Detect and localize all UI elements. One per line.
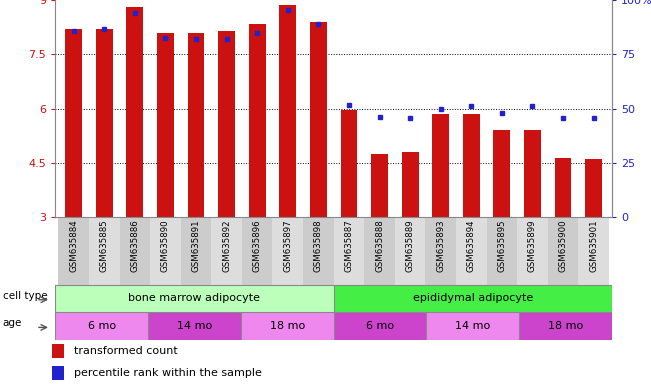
Bar [241,312,333,340]
Bar [519,312,612,340]
Bar [333,217,364,285]
Bar [181,217,212,285]
Text: percentile rank within the sample: percentile rank within the sample [74,368,262,378]
Text: 18 mo: 18 mo [270,321,305,331]
Bar [242,217,273,285]
Bar [157,33,174,217]
Bar [55,285,333,312]
Bar [578,217,609,285]
Bar [333,285,612,312]
Bar [517,217,547,285]
Text: GSM635890: GSM635890 [161,219,170,272]
Bar [585,159,602,217]
Bar [395,217,425,285]
Text: GSM635898: GSM635898 [314,219,323,272]
Text: epididymal adipocyte: epididymal adipocyte [413,293,533,303]
Text: cell type: cell type [3,291,48,301]
Bar [555,157,572,217]
Text: GSM635901: GSM635901 [589,219,598,272]
Text: age: age [3,318,22,328]
Text: GSM635891: GSM635891 [191,219,201,272]
Bar [55,312,148,340]
Text: 14 mo: 14 mo [455,321,490,331]
Bar [126,7,143,217]
Bar [456,217,486,285]
Bar [120,217,150,285]
Bar [52,344,64,358]
Text: GSM635895: GSM635895 [497,219,506,272]
Bar [279,5,296,217]
Text: GSM635896: GSM635896 [253,219,262,272]
Bar [333,312,426,340]
Text: GSM635884: GSM635884 [69,219,78,272]
Bar [310,22,327,217]
Text: GSM635885: GSM635885 [100,219,109,272]
Text: GSM635892: GSM635892 [222,219,231,272]
Bar [150,217,181,285]
Bar [364,217,395,285]
Bar [148,312,241,340]
Text: 14 mo: 14 mo [177,321,212,331]
Bar [65,29,82,217]
Bar [426,312,519,340]
Bar [463,114,480,217]
Bar [432,114,449,217]
Text: GSM635899: GSM635899 [528,219,537,272]
Text: GSM635889: GSM635889 [406,219,415,272]
Text: GSM635893: GSM635893 [436,219,445,272]
Bar [249,23,266,217]
Bar [52,366,64,381]
Bar [303,217,333,285]
Bar [187,33,204,217]
Bar [493,131,510,217]
Text: 18 mo: 18 mo [548,321,583,331]
Text: 6 mo: 6 mo [88,321,116,331]
Text: 6 mo: 6 mo [366,321,394,331]
Text: GSM635886: GSM635886 [130,219,139,272]
Bar [340,111,357,217]
Bar [212,217,242,285]
Bar [218,31,235,217]
Bar [547,217,578,285]
Bar [59,217,89,285]
Text: GSM635897: GSM635897 [283,219,292,272]
Bar [371,154,388,217]
Text: transformed count: transformed count [74,346,177,356]
Bar [402,152,419,217]
Text: GSM635894: GSM635894 [467,219,476,272]
Bar [89,217,120,285]
Bar [425,217,456,285]
Bar [273,217,303,285]
Bar [486,217,517,285]
Text: GSM635888: GSM635888 [375,219,384,272]
Bar [96,29,113,217]
Text: bone marrow adipocyte: bone marrow adipocyte [128,293,260,303]
Text: GSM635887: GSM635887 [344,219,353,272]
Bar [524,131,541,217]
Text: GSM635900: GSM635900 [559,219,568,272]
